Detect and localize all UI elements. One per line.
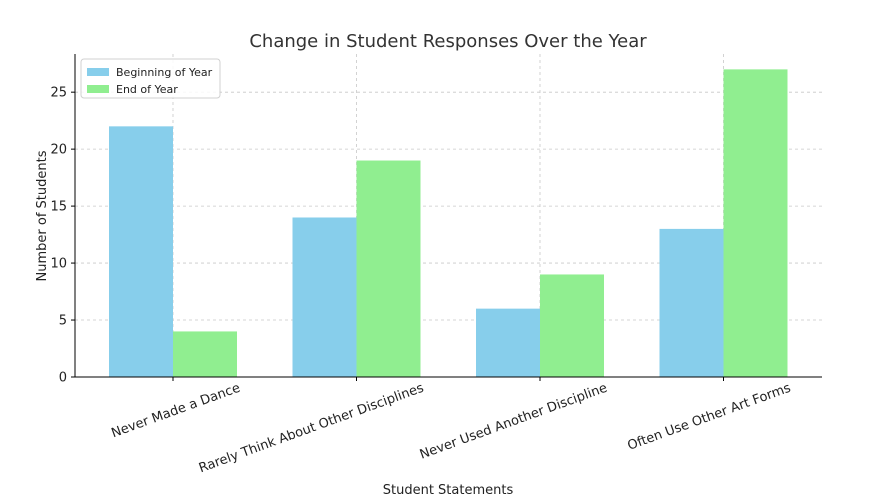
bar bbox=[659, 228, 724, 377]
legend-swatch bbox=[87, 68, 109, 76]
y-tick-label: 0 bbox=[59, 371, 67, 386]
legend-swatch bbox=[87, 85, 109, 93]
y-tick-label: 5 bbox=[59, 314, 67, 329]
bar bbox=[723, 69, 788, 377]
legend-label: End of Year bbox=[116, 83, 178, 96]
y-ticks: 0 5 10 15 20 25 bbox=[50, 86, 75, 386]
bar bbox=[173, 331, 237, 377]
y-tick-label: 25 bbox=[50, 86, 67, 101]
y-tick-label: 15 bbox=[50, 200, 67, 215]
bars bbox=[109, 69, 788, 377]
x-tick-label: Never Made a Dance bbox=[110, 381, 243, 442]
axes bbox=[74, 54, 822, 378]
bar bbox=[476, 308, 540, 377]
x-axis-label: Student Statements bbox=[383, 483, 514, 498]
y-axis-label: Number of Students bbox=[35, 150, 50, 281]
x-tick-label: Never Used Another Discipline bbox=[418, 381, 609, 463]
legend: Beginning of Year End of Year bbox=[80, 58, 221, 99]
bar bbox=[109, 126, 173, 377]
legend-label: Beginning of Year bbox=[116, 66, 213, 79]
y-tick-label: 10 bbox=[50, 257, 67, 272]
legend-box bbox=[80, 58, 221, 99]
bar bbox=[540, 274, 604, 377]
x-tick-label: Often Use Other Art Forms bbox=[626, 381, 793, 454]
chart-title: Change in Student Responses Over the Yea… bbox=[249, 31, 647, 52]
bar bbox=[292, 217, 357, 377]
y-tick-label: 20 bbox=[50, 143, 67, 158]
grid bbox=[75, 54, 822, 377]
bar bbox=[356, 160, 421, 377]
